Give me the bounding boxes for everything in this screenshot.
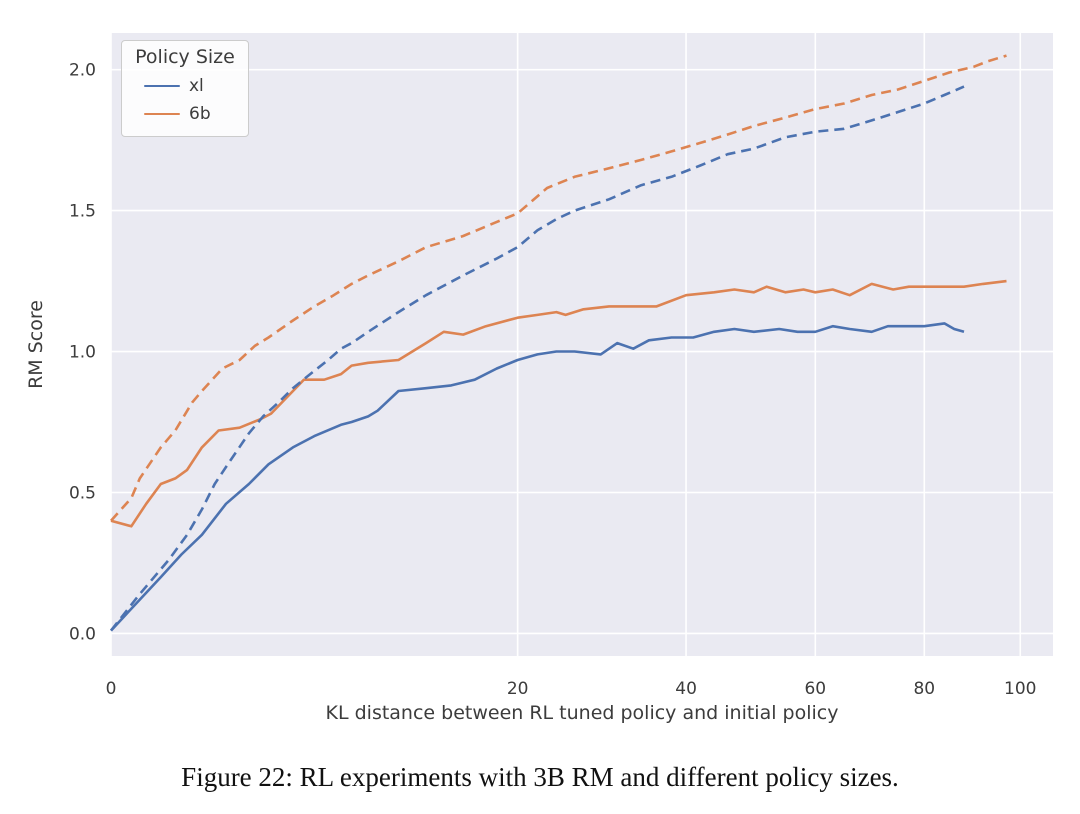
series-line-6b-dashed xyxy=(110,54,1007,522)
legend-title: Policy Size xyxy=(135,46,235,68)
y-tick-label-1.0: 1.0 xyxy=(69,343,96,363)
y-tick-label-0.0: 0.0 xyxy=(69,624,96,644)
series-line-xl-dashed xyxy=(109,85,965,632)
legend-item-xl: xl xyxy=(130,72,240,100)
chart-legend: Policy Size xl 6b xyxy=(121,40,249,137)
x-tick-label-80: 80 xyxy=(913,679,935,699)
legend-line-swatch-xl xyxy=(144,84,180,88)
series-line-6b-solid xyxy=(110,279,1007,528)
legend-line-swatch-6b xyxy=(144,112,180,116)
x-tick-label-60: 60 xyxy=(804,679,826,699)
y-tick-label-2.0: 2.0 xyxy=(69,61,96,81)
y-tick-label-1.5: 1.5 xyxy=(69,202,96,222)
y-axis-label: RM Score xyxy=(25,300,47,389)
plot-area xyxy=(111,33,1053,656)
x-tick-label-100: 100 xyxy=(1004,679,1036,699)
legend-label-xl: xl xyxy=(189,76,204,96)
series-line-xl-solid xyxy=(110,322,965,632)
x-tick-label-20: 20 xyxy=(507,679,529,699)
x-axis-label: KL distance between RL tuned policy and … xyxy=(326,702,839,724)
legend-label-6b: 6b xyxy=(189,104,211,124)
figure-caption: Figure 22: RL experiments with 3B RM and… xyxy=(181,762,899,792)
x-tick-label-0: 0 xyxy=(106,679,117,699)
line-chart: 0 20 40 60 80 100 0.0 0.5 1.0 1.5 2.0 KL distance b… xyxy=(25,33,1053,724)
y-tick-label-0.5: 0.5 xyxy=(69,483,96,503)
x-tick-label-40: 40 xyxy=(675,679,697,699)
legend-item-6b: 6b xyxy=(130,100,240,128)
